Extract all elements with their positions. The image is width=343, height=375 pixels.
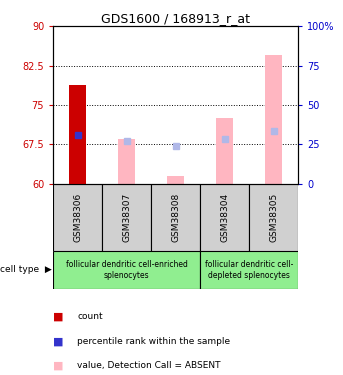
Text: percentile rank within the sample: percentile rank within the sample (77, 337, 230, 346)
Text: ■: ■ (53, 312, 64, 322)
Text: GSM38306: GSM38306 (73, 193, 82, 242)
Text: follicular dendritic cell-
depleted splenocytes: follicular dendritic cell- depleted sple… (205, 260, 294, 280)
Bar (200, 184, 249, 251)
Bar (216, 118, 234, 184)
Text: ■: ■ (53, 336, 64, 346)
Bar (69, 85, 86, 184)
Text: GSM38308: GSM38308 (171, 193, 180, 242)
Text: count: count (77, 312, 103, 321)
Bar (53, 251, 200, 289)
Bar (53, 184, 102, 251)
Bar (265, 55, 283, 184)
Text: ■: ■ (53, 361, 64, 370)
Bar (151, 184, 200, 251)
Text: value, Detection Call = ABSENT: value, Detection Call = ABSENT (77, 361, 221, 370)
Text: cell type  ▶: cell type ▶ (0, 266, 52, 274)
Text: follicular dendritic cell-enriched
splenocytes: follicular dendritic cell-enriched splen… (66, 260, 188, 280)
Bar (167, 176, 185, 184)
Title: GDS1600 / 168913_r_at: GDS1600 / 168913_r_at (101, 12, 250, 25)
Bar (200, 251, 298, 289)
Bar (102, 184, 151, 251)
Text: GSM38305: GSM38305 (269, 193, 279, 242)
Text: GSM38304: GSM38304 (220, 193, 229, 242)
Text: GSM38307: GSM38307 (122, 193, 131, 242)
Bar (249, 184, 298, 251)
Bar (118, 139, 135, 184)
